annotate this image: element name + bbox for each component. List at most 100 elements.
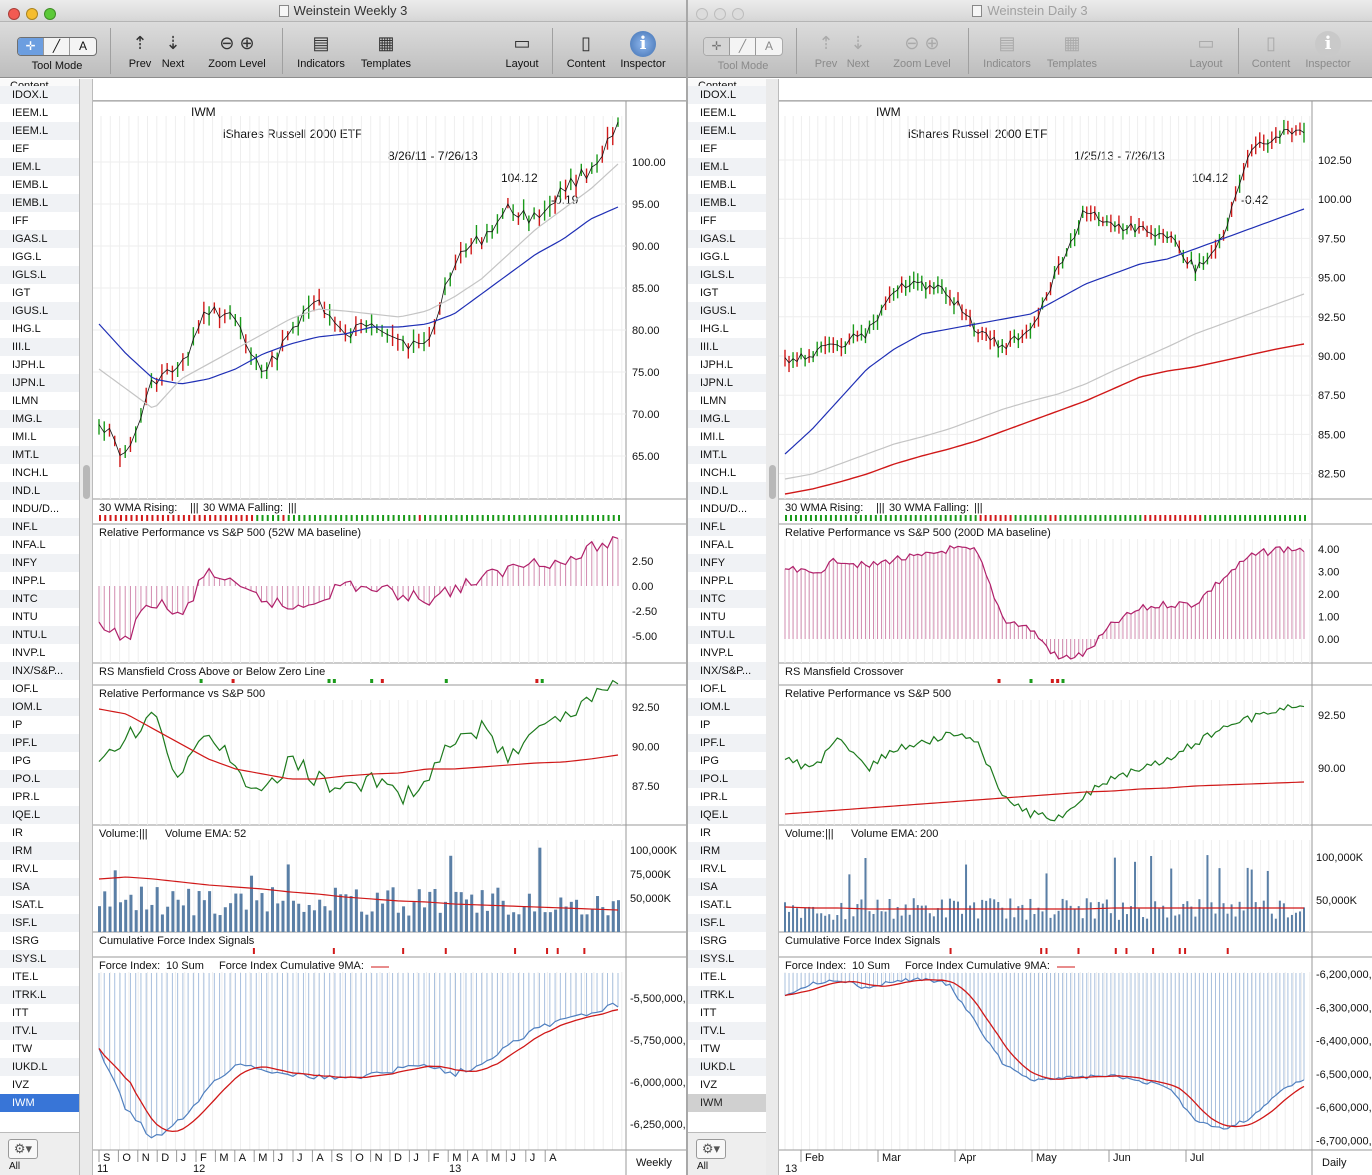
list-item[interactable]: IEMB.L <box>700 179 737 191</box>
list-item[interactable]: IPR.L <box>12 791 40 803</box>
list-item[interactable]: IRV.L <box>700 863 727 875</box>
zoom-window-button[interactable] <box>732 8 744 20</box>
crosshair-tool-icon[interactable]: ✛ <box>18 38 44 55</box>
list-item[interactable]: IPO.L <box>0 770 79 788</box>
gear-icon[interactable]: ⚙▾ <box>8 1139 38 1159</box>
prev-button[interactable]: ⇡ Prev <box>124 28 156 70</box>
content-button[interactable]: ▯ Content <box>560 28 612 70</box>
list-item[interactable]: ISF.L <box>0 914 79 932</box>
list-item[interactable]: IEEM.L <box>0 122 79 140</box>
list-item[interactable]: IVZ <box>12 1079 30 1091</box>
prev-button[interactable]: ⇡ Prev <box>810 28 842 70</box>
list-item[interactable]: IGAS.L <box>0 230 79 248</box>
daily-chart-svg[interactable]: 102.50 100.00 97.50 95.00 92.50 90.00 87.50 85.… <box>779 79 1372 1175</box>
list-item[interactable]: IJPH.L <box>12 359 46 371</box>
list-item[interactable]: IMI.L <box>12 431 37 443</box>
indicators-button[interactable]: ▤ Indicators <box>976 28 1038 70</box>
list-item[interactable]: IDOX.L <box>0 86 79 104</box>
list-item[interactable]: INPP.L <box>12 575 46 587</box>
list-item[interactable]: INF.L <box>0 518 79 536</box>
list-item[interactable]: IEF <box>12 143 30 155</box>
list-item[interactable]: IMT.L <box>688 446 767 464</box>
list-item[interactable]: IMI.L <box>700 431 725 443</box>
list-item[interactable]: ISYS.L <box>688 950 767 968</box>
symbol-list[interactable]: IDOX.L IEEM.L IEEM.L IEF IEM.L IEMB.L IEMB.L IF… <box>688 86 767 1132</box>
list-item[interactable]: ITRK.L <box>0 986 79 1004</box>
list-item[interactable]: IEMB.L <box>688 194 767 212</box>
list-item[interactable]: IVZ <box>700 1079 718 1091</box>
close-window-button[interactable] <box>696 8 708 20</box>
list-item[interactable]: IWM <box>688 1094 767 1112</box>
inspector-button[interactable]: i Inspector <box>1305 31 1351 70</box>
list-item[interactable]: IPF.L <box>0 734 79 752</box>
list-item[interactable]: IND.L <box>688 482 767 500</box>
list-item[interactable]: ISAT.L <box>700 899 732 911</box>
list-item[interactable]: IWM <box>0 1094 79 1112</box>
list-item[interactable]: INTU <box>700 611 726 623</box>
list-item[interactable]: INDU/D... <box>700 503 748 515</box>
gear-icon[interactable]: ⚙▾ <box>696 1139 726 1159</box>
next-button[interactable]: ⇣ Next <box>842 28 874 70</box>
list-item[interactable]: INVP.L <box>12 647 46 659</box>
list-item[interactable]: IEM.L <box>0 158 79 176</box>
crosshair-tool-icon[interactable]: ✛ <box>704 38 730 55</box>
list-item[interactable]: III.L <box>688 338 767 356</box>
list-item[interactable]: ITV.L <box>0 1022 79 1040</box>
list-item[interactable]: IHG.L <box>700 323 729 335</box>
list-item[interactable]: IRM <box>688 842 767 860</box>
list-item[interactable]: IGUS.L <box>0 302 79 320</box>
line-tool-icon[interactable]: ╱ <box>44 38 70 55</box>
list-item[interactable]: IGG.L <box>700 251 730 263</box>
zoom-window-button[interactable] <box>44 8 56 20</box>
list-item[interactable]: IJPN.L <box>688 374 767 392</box>
list-item[interactable]: IJPN.L <box>0 374 79 392</box>
close-window-button[interactable] <box>8 8 20 20</box>
layout-button[interactable]: ▭ Layout <box>1182 28 1230 70</box>
list-item[interactable]: IR <box>12 827 23 839</box>
list-item[interactable]: IMT.L <box>0 446 79 464</box>
list-item[interactable]: ISAT.L <box>12 899 44 911</box>
list-item[interactable]: INCH.L <box>12 467 49 479</box>
list-item[interactable]: IGLS.L <box>688 266 767 284</box>
list-item[interactable]: IEM.L <box>688 158 767 176</box>
list-item[interactable]: ILMN <box>700 395 727 407</box>
list-item[interactable]: IEEM.L <box>12 107 49 119</box>
title-bar[interactable]: Weinstein Weekly 3 <box>0 0 686 22</box>
list-item[interactable]: ITW <box>12 1043 33 1055</box>
tool-mode-control[interactable]: ✛ ╱ A Tool Mode <box>700 28 786 72</box>
list-item[interactable]: ISA <box>688 878 767 896</box>
inspector-button[interactable]: i Inspector <box>620 31 666 70</box>
weekly-chart-svg[interactable]: 100.00 95.00 90.00 85.00 80.00 75.00 70.00 65.0… <box>93 79 686 1175</box>
list-item[interactable]: INPP.L <box>700 575 734 587</box>
list-item[interactable]: INCH.L <box>700 467 737 479</box>
list-item[interactable]: IPG <box>12 755 31 767</box>
list-item[interactable]: IPR.L <box>700 791 728 803</box>
text-tool-icon[interactable]: A <box>764 39 773 53</box>
list-item[interactable]: IR <box>700 827 711 839</box>
list-item[interactable]: IOF.L <box>12 683 39 695</box>
list-item[interactable]: INF.L <box>688 518 767 536</box>
list-item[interactable]: IQE.L <box>688 806 767 824</box>
list-item[interactable]: INX/S&P... <box>0 662 79 680</box>
minimize-window-button[interactable] <box>26 8 38 20</box>
text-tool-icon[interactable]: A <box>78 39 87 53</box>
list-item[interactable]: IRM <box>0 842 79 860</box>
layout-button[interactable]: ▭ Layout <box>498 28 546 70</box>
list-item[interactable]: IGAS.L <box>688 230 767 248</box>
list-item[interactable]: ITE.L <box>700 971 727 983</box>
list-item[interactable]: IMG.L <box>0 410 79 428</box>
list-item[interactable]: INFY <box>688 554 767 572</box>
title-bar[interactable]: Weinstein Daily 3 <box>688 0 1372 22</box>
list-item[interactable]: INTU <box>12 611 38 623</box>
sidebar-scrollbar[interactable] <box>80 79 93 1175</box>
list-item[interactable]: IQE.L <box>0 806 79 824</box>
minimize-window-button[interactable] <box>714 8 726 20</box>
list-item[interactable]: IEMB.L <box>0 194 79 212</box>
list-item[interactable]: IP <box>12 719 23 731</box>
list-item[interactable]: IHG.L <box>12 323 41 335</box>
list-item[interactable]: IEMB.L <box>12 179 49 191</box>
list-item[interactable]: IUKD.L <box>0 1058 79 1076</box>
list-item[interactable]: ISYS.L <box>0 950 79 968</box>
list-item[interactable]: ITV.L <box>688 1022 767 1040</box>
sidebar-scrollbar[interactable] <box>766 79 779 1175</box>
